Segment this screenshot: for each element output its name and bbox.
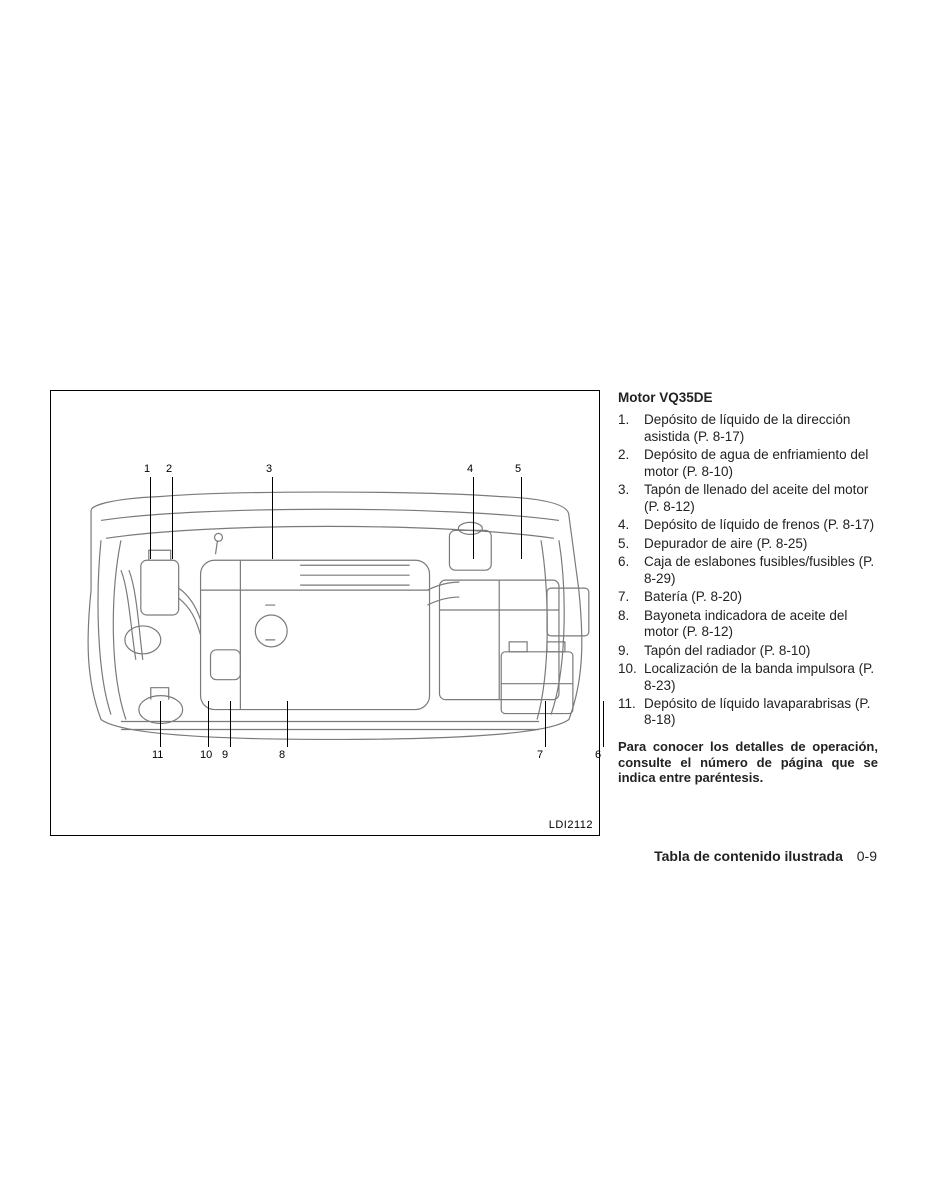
callout-leader — [150, 477, 151, 559]
parts-list-item: 1.Depósito de líquido de la dirección as… — [618, 412, 878, 445]
parts-list-number: 7. — [618, 589, 644, 605]
parts-list-item: 10.Localización de la banda impulsora (P… — [618, 661, 878, 694]
parts-list-item: 2.Depósito de agua de enfriamiento del m… — [618, 447, 878, 480]
parts-list-number: 4. — [618, 517, 644, 533]
parts-list-item: 4.Depósito de líquido de frenos (P. 8-17… — [618, 517, 878, 533]
parts-list-text: Depósito de agua de enfriamiento del mot… — [644, 447, 878, 480]
parts-list-item: 3.Tapón de llenado del aceite del motor … — [618, 482, 878, 515]
parts-list-item: 11.Depósito de líquido lavaparabrisas (P… — [618, 696, 878, 729]
callout-leader — [603, 701, 604, 747]
parts-list-text: Depósito de líquido de frenos (P. 8-17) — [644, 517, 878, 533]
parts-list-text: Localización de la banda impulsora (P. 8… — [644, 661, 878, 694]
callout-number: 9 — [222, 749, 228, 761]
manual-page: 1234511109876 LDI2112 Motor VQ35DE 1.Dep… — [0, 0, 927, 1200]
parts-list-number: 3. — [618, 482, 644, 515]
callout-number: 7 — [537, 749, 543, 761]
figure-code: LDI2112 — [549, 819, 593, 831]
callout-number: 6 — [595, 749, 601, 761]
callout-number: 10 — [200, 749, 212, 761]
parts-list-item: 9.Tapón del radiador (P. 8-10) — [618, 643, 878, 659]
callout-number: 3 — [266, 463, 272, 475]
callout-number: 8 — [279, 749, 285, 761]
callout-number: 11 — [152, 749, 163, 761]
engine-diagram-svg — [51, 391, 599, 835]
callout-leader — [473, 477, 474, 559]
parts-list-number: 10. — [618, 661, 644, 694]
parts-list-text: Caja de eslabones fusibles/fusibles (P. … — [644, 554, 878, 587]
page-footer: Tabla de contenido ilustrada 0-9 — [654, 848, 877, 864]
parts-list-number: 6. — [618, 554, 644, 587]
parts-list-text: Depósito de líquido lavaparabrisas (P. 8… — [644, 696, 878, 729]
callout-number: 4 — [467, 463, 473, 475]
parts-list-number: 11. — [618, 696, 644, 729]
callout-leader — [521, 477, 522, 559]
content-row: 1234511109876 LDI2112 Motor VQ35DE 1.Dep… — [50, 390, 880, 836]
callout-leader — [230, 701, 231, 747]
callout-leader — [208, 701, 209, 747]
parts-list-number: 8. — [618, 608, 644, 641]
parts-list-item: 7.Batería (P. 8-20) — [618, 589, 878, 605]
legend-column: Motor VQ35DE 1.Depósito de líquido de la… — [618, 390, 878, 786]
callout-number: 5 — [515, 463, 521, 475]
footer-page-number: 0-9 — [857, 848, 877, 864]
operation-note: Para conocer los detalles de operación, … — [618, 739, 878, 786]
footer-section: Tabla de contenido ilustrada — [654, 848, 843, 864]
engine-title: Motor VQ35DE — [618, 390, 878, 406]
callout-leader — [160, 701, 161, 747]
parts-list-item: 6.Caja de eslabones fusibles/fusibles (P… — [618, 554, 878, 587]
parts-list-number: 5. — [618, 536, 644, 552]
callout-number: 2 — [166, 463, 172, 475]
parts-list-text: Tapón de llenado del aceite del motor (P… — [644, 482, 878, 515]
engine-diagram-figure: 1 2 3 4 5 11 10 9 8 7 6 LDI2112 — [50, 390, 600, 836]
parts-list-text: Tapón del radiador (P. 8-10) — [644, 643, 878, 659]
callout-number: 1 — [144, 463, 150, 475]
parts-list-number: 2. — [618, 447, 644, 480]
parts-list-number: 1. — [618, 412, 644, 445]
callout-leader — [172, 477, 173, 559]
parts-list-text: Depósito de líquido de la dirección asis… — [644, 412, 878, 445]
parts-list-text: Bayoneta indicadora de aceite del motor … — [644, 608, 878, 641]
callout-leader — [272, 477, 273, 559]
parts-list: 1.Depósito de líquido de la dirección as… — [618, 412, 878, 728]
callout-leader — [545, 701, 546, 747]
parts-list-number: 9. — [618, 643, 644, 659]
parts-list-text: Batería (P. 8-20) — [644, 589, 878, 605]
parts-list-text: Depurador de aire (P. 8-25) — [644, 536, 878, 552]
parts-list-item: 5.Depurador de aire (P. 8-25) — [618, 536, 878, 552]
callout-leader — [287, 701, 288, 747]
parts-list-item: 8.Bayoneta indicadora de aceite del moto… — [618, 608, 878, 641]
